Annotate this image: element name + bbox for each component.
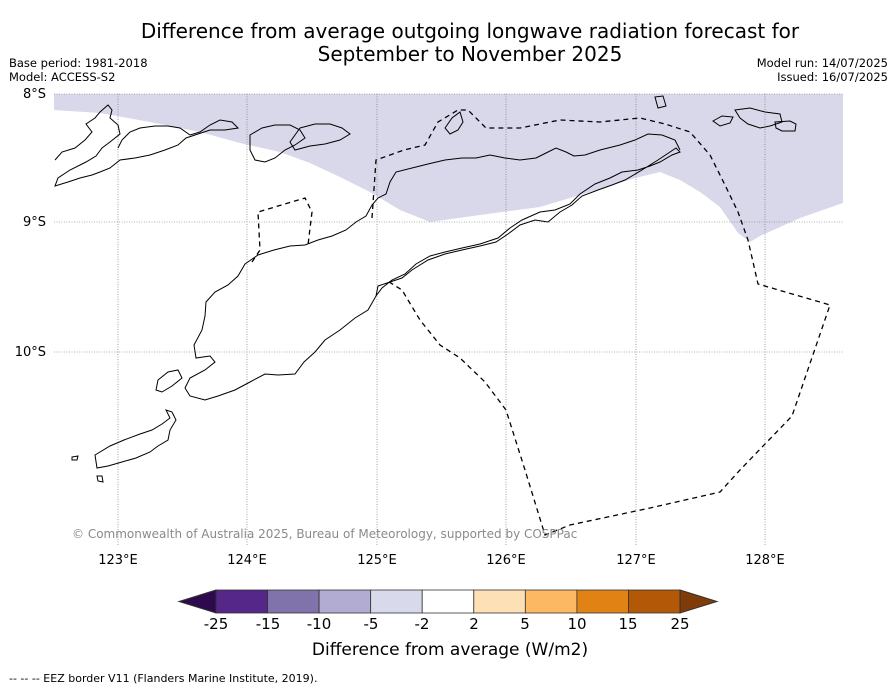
- colorbar-label: -2: [414, 615, 430, 633]
- colorbar-segment: [421, 589, 475, 614]
- colorbar-arrow-left: [177, 589, 217, 614]
- small-island-3: [774, 120, 797, 132]
- lon-label-128e: 128°E: [745, 553, 785, 568]
- colorbar-arrow-right: [679, 589, 719, 614]
- colorbar-label: -5: [363, 615, 379, 633]
- meta-right: Model run: 14/07/2025 Issued: 16/07/2025: [757, 56, 888, 84]
- title-line-2: September to November 2025: [317, 42, 623, 66]
- small-island-2: [712, 115, 734, 127]
- lon-label-127e: 127°E: [616, 553, 656, 568]
- colorbar-segment: [628, 589, 681, 614]
- roti-coastline: [155, 369, 183, 393]
- lat-label-8s: 8°S: [22, 87, 46, 102]
- alor-coastline: [249, 124, 306, 163]
- small-island-4: [654, 95, 667, 109]
- small-island-1: [734, 107, 783, 129]
- eez-footnote: -- -- -- EEZ border V11 (Flanders Marine…: [9, 672, 318, 685]
- sumba-coastline: [94, 409, 177, 469]
- colorbar-segment: [524, 589, 578, 614]
- colorbar-label: 5: [520, 615, 530, 633]
- model-name: Model: ACCESS-S2: [9, 70, 116, 84]
- lon-label-126e: 126°E: [486, 553, 526, 568]
- colorbar-label: -15: [255, 615, 281, 633]
- colorbar-label: -10: [306, 615, 332, 633]
- lat-label-9s: 9°S: [22, 215, 46, 230]
- chart-title: Difference from average outgoing longwav…: [100, 20, 840, 66]
- copyright-notice: © Commonwealth of Australia 2025, Bureau…: [72, 527, 578, 541]
- colorbar-label: 2: [469, 615, 479, 633]
- colorbar-label: 15: [618, 615, 638, 633]
- lon-label-123e: 123°E: [98, 553, 138, 568]
- lon-label-125e: 125°E: [357, 553, 397, 568]
- anomaly-shading: [54, 94, 843, 242]
- colorbar-segment: [370, 589, 423, 614]
- colorbar-segment: [576, 589, 629, 614]
- timor-coastline: [184, 133, 681, 401]
- colorbar-label: -25: [203, 615, 229, 633]
- base-period: Base period: 1981-2018: [9, 56, 148, 70]
- lon-label-124e: 124°E: [227, 553, 267, 568]
- title-line-1: Difference from average outgoing longwav…: [140, 19, 800, 43]
- small-island-6: [71, 455, 79, 461]
- issued-date: Issued: 16/07/2025: [777, 70, 888, 84]
- colorbar-segment: [473, 589, 526, 614]
- colorbar-segments: [215, 589, 681, 614]
- eez-border: [251, 109, 831, 536]
- gridlines: [54, 93, 843, 545]
- colorbar-title: Difference from average (W/m2): [311, 640, 589, 660]
- model-run: Model run: 14/07/2025: [756, 56, 888, 70]
- small-island-5: [444, 111, 464, 135]
- colorbar-segment: [267, 589, 320, 614]
- lat-label-10s: 10°S: [14, 345, 46, 360]
- meta-left: Base period: 1981-2018 Model: ACCESS-S2: [9, 56, 148, 84]
- coastlines: [54, 95, 797, 483]
- colorbar-segment: [215, 589, 268, 614]
- small-island-7: [96, 475, 104, 483]
- colorbar-label: 10: [567, 615, 587, 633]
- colorbar-label: 25: [670, 615, 690, 633]
- colorbar-segment: [318, 589, 372, 614]
- flores-coastline: [54, 104, 240, 187]
- wetar-coastline: [289, 123, 351, 151]
